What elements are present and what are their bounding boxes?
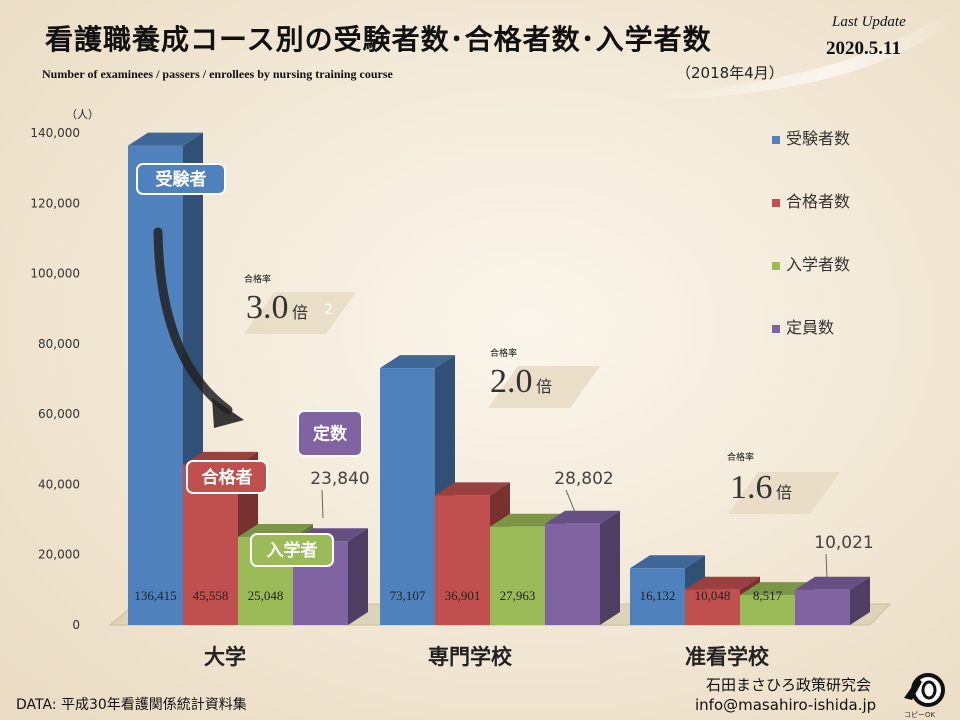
legend-label: 受験者数 bbox=[786, 129, 850, 148]
enrollees-callout-text: 入学者 bbox=[267, 540, 318, 561]
last-update-date: 2020.5.11 bbox=[826, 38, 901, 59]
legend-swatch bbox=[772, 262, 780, 270]
bar-top bbox=[795, 576, 870, 590]
arrow-head-icon bbox=[212, 398, 244, 428]
bar-value-label: 23,840 bbox=[310, 469, 369, 489]
data-source: DATA: 平成30年看護関係統計資料集 bbox=[16, 697, 247, 713]
bar bbox=[380, 368, 435, 625]
bar-value-label: 27,963 bbox=[500, 588, 536, 603]
page-subtitle: Number of examinees / passers / enrollee… bbox=[42, 67, 393, 81]
page-title: 看護職養成コース別の受験者数･合格者数･入学者数 bbox=[45, 23, 712, 56]
bar-top bbox=[380, 355, 455, 369]
pass-rate-unit: 倍 bbox=[776, 483, 792, 502]
bar-value-label: 36,901 bbox=[445, 588, 481, 603]
pass-rate-label: 合格率 bbox=[727, 451, 754, 463]
passers-callout-box bbox=[186, 460, 268, 494]
bar-side bbox=[850, 576, 870, 625]
bar-value-label: 10,021 bbox=[814, 533, 873, 553]
date-note: （2018年4月） bbox=[676, 64, 784, 82]
bar-top bbox=[545, 510, 620, 524]
bar bbox=[685, 589, 740, 625]
bar-value-label: 25,048 bbox=[248, 588, 284, 603]
bar bbox=[740, 595, 795, 625]
passers-callout-text: 合格者 bbox=[202, 467, 253, 488]
bar-value-label: 28,802 bbox=[554, 469, 613, 489]
examinees-callout-text: 受験者 bbox=[156, 169, 207, 190]
legend-label: 定員数 bbox=[786, 318, 834, 337]
bar-value-label: 45,558 bbox=[193, 588, 229, 603]
y-axis-label: （人） bbox=[66, 108, 99, 121]
bar-value-label: 73,107 bbox=[390, 588, 426, 603]
pass-rate-extra: 2 bbox=[324, 302, 333, 318]
copy-ok-logo-icon bbox=[904, 673, 945, 707]
legend-swatch bbox=[772, 199, 780, 207]
bar bbox=[630, 568, 685, 625]
y-tick-label: 0 bbox=[72, 618, 80, 632]
legend-label: 合格者数 bbox=[786, 192, 850, 211]
organization-email: info@masahiro-ishida.jp bbox=[695, 696, 877, 714]
organization-name: 石田まさひろ政策研究会 bbox=[706, 676, 872, 694]
value-leader-line bbox=[321, 489, 324, 519]
pass-rate-value: 1.6 bbox=[730, 469, 773, 506]
pass-rate-backdrop bbox=[728, 472, 840, 514]
bar-side bbox=[600, 510, 620, 625]
bar-value-label: 16,132 bbox=[640, 588, 676, 603]
quota-callout-text: 定数 bbox=[313, 424, 348, 445]
y-tick-label: 40,000 bbox=[38, 477, 80, 491]
x-tick-label: 准看学校 bbox=[685, 645, 770, 669]
pass-rate-unit: 倍 bbox=[536, 377, 552, 396]
bar-value-label: 10,048 bbox=[695, 588, 731, 603]
bar bbox=[795, 589, 850, 625]
pass-rate-value: 3.0 bbox=[246, 289, 289, 326]
value-leader-line bbox=[825, 553, 828, 579]
pass-rate-backdrop bbox=[488, 366, 600, 408]
bar-value-label: 8,517 bbox=[753, 588, 783, 603]
pass-rate-label: 合格率 bbox=[490, 347, 517, 359]
bar-side bbox=[348, 528, 368, 625]
examinees-callout-box bbox=[136, 163, 226, 195]
bar bbox=[490, 526, 545, 625]
y-tick-label: 100,000 bbox=[30, 267, 80, 281]
bar-top bbox=[685, 576, 760, 590]
legend-swatch bbox=[772, 325, 780, 333]
x-tick-label: 専門学校 bbox=[428, 645, 513, 669]
copy-ok-label: コピーOK bbox=[904, 711, 936, 719]
pass-rate-unit: 倍 bbox=[292, 303, 308, 322]
y-tick-label: 20,000 bbox=[38, 548, 80, 562]
legend-swatch bbox=[772, 136, 780, 144]
bar-top bbox=[630, 555, 705, 569]
y-tick-label: 80,000 bbox=[38, 337, 80, 351]
curved-arrow-icon bbox=[153, 227, 233, 415]
y-tick-label: 60,000 bbox=[38, 407, 80, 421]
bar-top bbox=[128, 132, 203, 146]
bar bbox=[545, 523, 600, 625]
pass-rate-label: 合格率 bbox=[244, 273, 271, 285]
value-leader-line bbox=[565, 489, 576, 513]
pass-rate-value: 2.0 bbox=[490, 363, 533, 400]
bar-value-label: 136,415 bbox=[134, 588, 176, 603]
last-update-label: Last Update bbox=[832, 14, 906, 30]
bar bbox=[128, 145, 183, 626]
y-tick-label: 120,000 bbox=[30, 196, 80, 210]
bar bbox=[435, 495, 490, 625]
legend-label: 入学者数 bbox=[786, 255, 850, 274]
quota-callout-box bbox=[297, 410, 363, 457]
pass-rate-backdrop bbox=[244, 292, 356, 334]
x-tick-label: 大学 bbox=[204, 645, 246, 669]
enrollees-callout-box bbox=[250, 533, 334, 567]
bar-top bbox=[435, 482, 510, 496]
y-tick-label: 140,000 bbox=[30, 126, 80, 140]
